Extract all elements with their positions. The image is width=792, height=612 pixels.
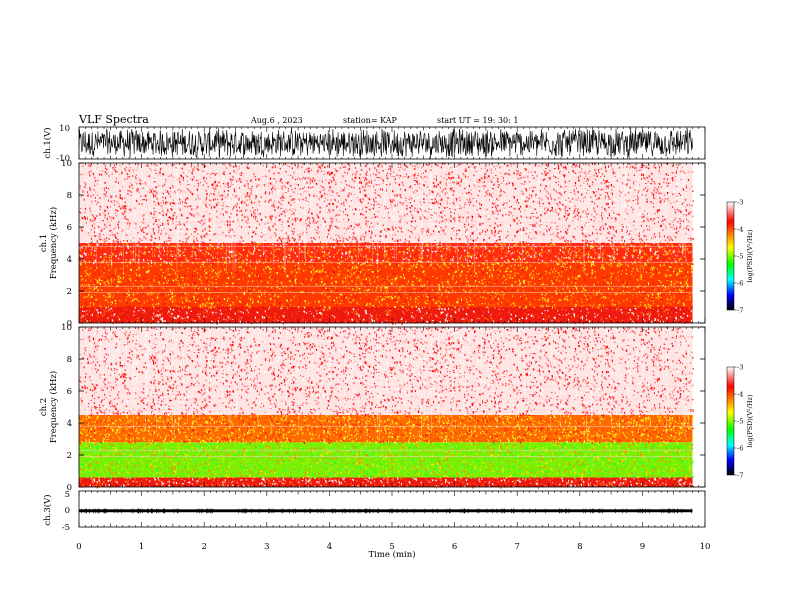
channel-1-waveform-trace bbox=[78, 127, 693, 159]
colorbar-tick-label: -3 bbox=[737, 363, 743, 371]
spectrogram-speckle bbox=[79, 477, 695, 489]
spectrogram-band bbox=[79, 307, 693, 323]
spectrogram-speckle bbox=[79, 163, 694, 245]
spectrogram-band bbox=[79, 477, 693, 487]
channel-2-spectrogram-heatmap bbox=[78, 327, 705, 489]
channel-3-waveform-frame bbox=[78, 490, 706, 528]
xtick-label: 5 bbox=[389, 542, 394, 552]
ch1-spectrogram-ylabel-freq: Frequency (kHz) bbox=[48, 207, 59, 279]
colorbar-tick-label: -4 bbox=[737, 225, 743, 233]
channel-1-colorbar: -3 -4 -5 -6 -7 log(PSD)(V²/Hz) bbox=[726, 198, 754, 314]
ytick-label: 4 bbox=[67, 419, 72, 429]
start-time-label: start UT = 19: 30: 1 bbox=[437, 116, 518, 125]
ch2-spectrogram-ylabel-channel: ch.2 bbox=[39, 398, 49, 416]
spectrogram-speckle bbox=[80, 262, 694, 310]
xtick-label: 6 bbox=[452, 542, 457, 552]
ytick-label: 8 bbox=[67, 355, 72, 365]
channel-1-spectrogram-heatmap bbox=[78, 163, 705, 326]
ytick-label: 10 bbox=[61, 159, 72, 169]
colorbar-tick-label: -3 bbox=[737, 198, 743, 206]
colorbar-tick-label: -5 bbox=[737, 417, 743, 425]
xtick-label: 9 bbox=[640, 542, 645, 552]
ytick-label: 4 bbox=[67, 255, 72, 265]
ch1-waveform-ylabel: ch.1(V) bbox=[42, 127, 53, 158]
xtick-label: 4 bbox=[327, 542, 332, 552]
spectrogram-band bbox=[79, 243, 693, 263]
colorbar-tick-label: -7 bbox=[737, 471, 743, 479]
ch2-spectrogram-yticks: 0 2 4 6 8 10 bbox=[61, 323, 705, 493]
ytick-label: 10 bbox=[61, 323, 72, 333]
spectrogram-speckle bbox=[80, 442, 694, 480]
spectrogram-speckle bbox=[80, 307, 692, 326]
ch3-ytick-mid: 0 bbox=[65, 506, 70, 516]
colorbar-tick-label: -6 bbox=[737, 444, 743, 452]
ytick-label: 6 bbox=[67, 387, 72, 397]
xtick-label: 0 bbox=[76, 542, 81, 552]
ch3-ytick-bottom: -5 bbox=[62, 523, 70, 533]
colorbar-label: log(PSD)(V²/Hz) bbox=[746, 229, 754, 282]
colorbar-tick-label: -4 bbox=[737, 390, 743, 398]
spectrogram-speckle bbox=[78, 327, 694, 417]
ytick-label: 8 bbox=[67, 191, 72, 201]
xtick-label: 3 bbox=[264, 542, 269, 552]
spectrogram-speckle bbox=[79, 307, 692, 325]
channel-2-colorbar: -3 -4 -5 -6 -7 log(PSD)(V²/Hz) bbox=[726, 363, 754, 479]
spectrogram-streaks bbox=[87, 163, 686, 275]
spectrogram-speckle bbox=[79, 442, 694, 480]
spectrogram-speckle bbox=[81, 163, 694, 245]
spectrogram-band bbox=[79, 262, 693, 307]
ch3-ytick-top: 5 bbox=[65, 490, 70, 500]
channel-3-waveform-trace bbox=[79, 508, 693, 514]
ch1-spectrogram-ylabel-channel: ch.1 bbox=[39, 234, 49, 252]
xtick-label: 10 bbox=[700, 542, 711, 552]
ytick-label: 6 bbox=[67, 223, 72, 233]
ch3-waveform-spikes bbox=[81, 508, 692, 514]
date-label: Aug.6 , 2023 bbox=[250, 116, 303, 125]
xtick-label: 2 bbox=[201, 542, 206, 552]
ch3-waveform-ylabel: ch.3(V) bbox=[42, 494, 53, 525]
spectrogram-streaks bbox=[86, 327, 691, 439]
spectrogram-speckle bbox=[80, 415, 694, 445]
colorbar-ramp bbox=[726, 201, 735, 311]
station-label: station= KAP bbox=[343, 116, 398, 125]
channel-1-spectrogram-panel: 0 2 4 6 8 10 ch.1 Frequency (kHz) bbox=[39, 159, 706, 329]
ch3-waveform-band bbox=[79, 509, 693, 513]
figure-title: VLF Spectra bbox=[78, 113, 149, 126]
xtick-label: 8 bbox=[577, 542, 582, 552]
spectrogram-speckle bbox=[78, 243, 692, 264]
xtick-label: 1 bbox=[139, 542, 144, 552]
spectrogram-speckle bbox=[80, 243, 694, 265]
ch1-spectrogram-yticks: 0 2 4 6 8 10 bbox=[61, 159, 705, 329]
spectrogram-speckle bbox=[79, 415, 694, 445]
channel-2-spectrogram-panel: 0 2 4 6 8 10 ch.2 Frequency (kHz) bbox=[39, 323, 706, 493]
time-axis-ticks: 0 1 2 3 4 5 6 7 8 9 10 bbox=[76, 127, 710, 552]
ch2-spectrogram-ylabel-freq: Frequency (kHz) bbox=[48, 371, 59, 443]
colorbar-label: log(PSD)(V²/Hz) bbox=[746, 394, 754, 447]
xtick-label: 7 bbox=[514, 542, 519, 552]
colorbar-ramp bbox=[726, 366, 735, 476]
ytick-label: 2 bbox=[67, 287, 72, 297]
ch1-waveform-line bbox=[78, 127, 693, 159]
spectrogram-speckle bbox=[82, 307, 693, 326]
colorbar-tick-label: -6 bbox=[737, 279, 743, 287]
ytick-label: 0 bbox=[67, 483, 72, 493]
spectrogram-speckle bbox=[90, 477, 693, 489]
spectrogram-speckle bbox=[79, 243, 694, 265]
ytick-label: 0 bbox=[67, 319, 72, 329]
colorbar-tick-label: -7 bbox=[737, 306, 743, 314]
ytick-label: 2 bbox=[67, 451, 72, 461]
colorbar-tick-label: -5 bbox=[737, 252, 743, 260]
spectrogram-speckle bbox=[79, 262, 693, 310]
ch1-ytick-bottom: -10 bbox=[56, 154, 70, 164]
time-axis-label: Time (min) bbox=[368, 549, 415, 560]
ch1-ytick-top: 10 bbox=[59, 124, 70, 134]
